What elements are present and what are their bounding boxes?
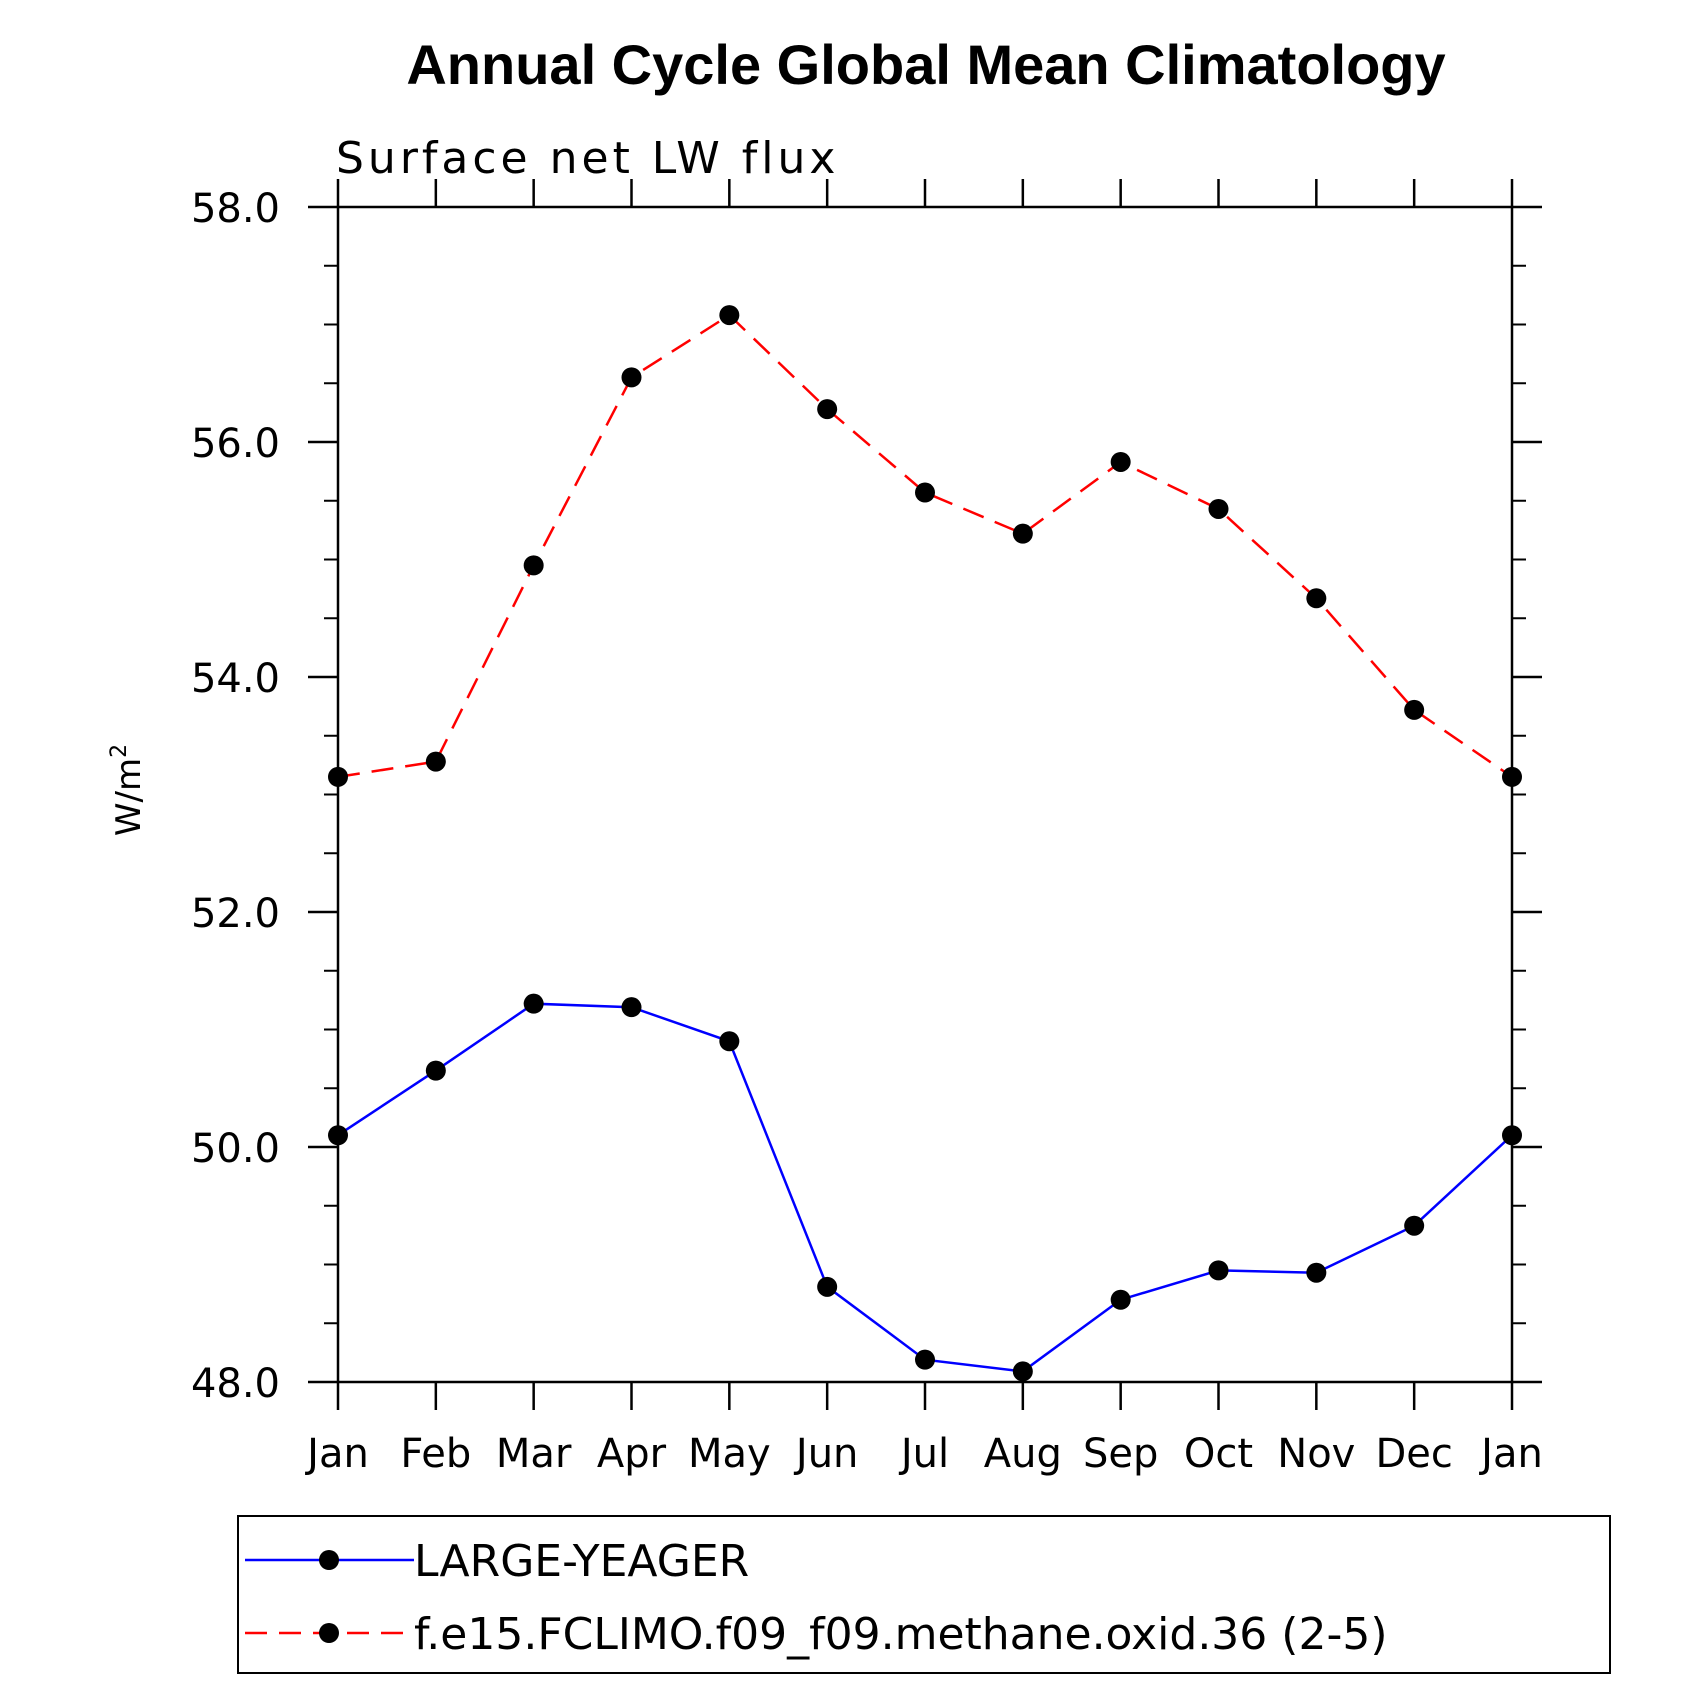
x-tick-label: Mar bbox=[496, 1431, 572, 1477]
data-point bbox=[817, 399, 838, 420]
data-point bbox=[1502, 766, 1522, 787]
legend: LARGE-YEAGER f.e15.FCLIMO.f09_f09.methan… bbox=[237, 1515, 1611, 1674]
plot-frame bbox=[336, 205, 1514, 1384]
data-point bbox=[1012, 1361, 1033, 1382]
data-point bbox=[1502, 1125, 1522, 1146]
data-point bbox=[915, 1349, 935, 1370]
data-point bbox=[1306, 588, 1327, 609]
legend-box bbox=[237, 1515, 1611, 1674]
y-tick-label: 52.0 bbox=[191, 891, 280, 937]
series-0 bbox=[328, 993, 1522, 1382]
x-tick-label: Oct bbox=[1184, 1431, 1253, 1477]
data-point bbox=[425, 1060, 446, 1081]
x-tick-label: Sep bbox=[1083, 1431, 1158, 1477]
y-tick-label: 48.0 bbox=[191, 1361, 280, 1407]
y-tick-label: 50.0 bbox=[191, 1126, 280, 1172]
x-tick-label: Jan bbox=[1478, 1431, 1543, 1477]
series-line bbox=[337, 313, 1513, 779]
legend-marker-large-yeager bbox=[319, 1550, 339, 1570]
tick-labels: Jan Feb Mar Apr May Jun Jul Aug Sep Oct Nov Dec Jan 4… bbox=[191, 186, 1543, 1477]
svg-text:W/m2: W/m2 bbox=[107, 744, 149, 836]
data-point bbox=[1208, 1260, 1229, 1281]
data-point bbox=[1110, 1289, 1131, 1310]
data-point bbox=[1110, 451, 1131, 472]
data-point bbox=[915, 482, 935, 503]
x-tick-label: Feb bbox=[400, 1431, 471, 1477]
data-point bbox=[328, 766, 348, 787]
data-point bbox=[1208, 498, 1229, 519]
x-tick-label: Jun bbox=[793, 1431, 859, 1477]
legend-label-methane-oxid: f.e15.FCLIMO.f09_f09.methane.oxid.36 (2-… bbox=[414, 1609, 1387, 1660]
data-point bbox=[523, 555, 544, 576]
data-point bbox=[621, 997, 642, 1018]
data-point bbox=[1012, 523, 1033, 544]
chart-title: Annual Cycle Global Mean Climatology bbox=[406, 33, 1445, 96]
data-point bbox=[1306, 1262, 1327, 1283]
data-point bbox=[425, 751, 446, 772]
plot-axes bbox=[308, 179, 1542, 1410]
x-tick-label: Nov bbox=[1277, 1431, 1355, 1477]
data-point bbox=[328, 1125, 348, 1146]
data-point bbox=[817, 1276, 838, 1297]
y-axis-label-superscript: 2 bbox=[107, 744, 132, 758]
series-line bbox=[337, 1002, 1513, 1373]
y-axis-label-text: W/m bbox=[109, 758, 149, 836]
x-tick-label: Jul bbox=[898, 1431, 949, 1477]
data-point bbox=[621, 367, 642, 388]
series-layer bbox=[328, 305, 1522, 1382]
x-tick-label: May bbox=[688, 1431, 771, 1477]
x-tick-label: Jan bbox=[304, 1431, 369, 1477]
data-point bbox=[719, 305, 740, 326]
data-point bbox=[719, 1031, 740, 1052]
legend-marker-methane-oxid bbox=[319, 1623, 339, 1643]
data-point bbox=[1404, 1215, 1425, 1236]
chart-subtitle: Surface net LW flux bbox=[336, 133, 839, 184]
x-tick-label: Aug bbox=[984, 1431, 1062, 1477]
y-tick-label: 54.0 bbox=[191, 656, 280, 702]
y-axis-label: W/m2 bbox=[107, 744, 149, 836]
data-point bbox=[1404, 699, 1425, 720]
x-tick-label: Apr bbox=[597, 1431, 667, 1477]
legend-label-large-yeager: LARGE-YEAGER bbox=[414, 1536, 749, 1587]
series-1 bbox=[328, 305, 1522, 787]
y-tick-label: 56.0 bbox=[191, 421, 280, 467]
data-point bbox=[523, 993, 544, 1014]
x-tick-label: Dec bbox=[1375, 1431, 1452, 1477]
y-tick-label: 58.0 bbox=[191, 186, 280, 232]
